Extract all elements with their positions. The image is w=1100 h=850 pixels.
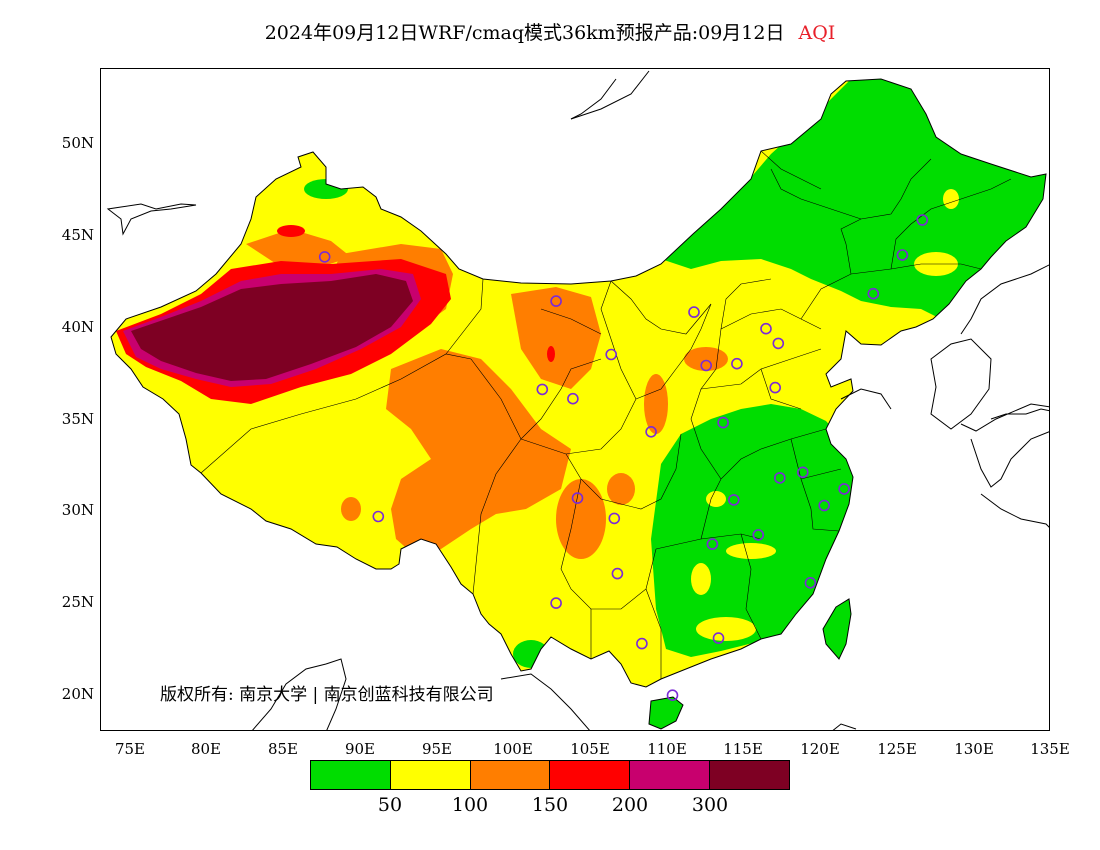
aqi-fill bbox=[111, 79, 1046, 687]
legend-swatch-4 bbox=[550, 761, 631, 789]
lon-label-100e: 100E bbox=[493, 740, 533, 758]
station-marker bbox=[838, 483, 850, 495]
lon-label-130e: 130E bbox=[954, 740, 994, 758]
station-marker bbox=[636, 637, 648, 650]
station-marker bbox=[804, 576, 817, 589]
map-title: 2024年09月12日WRF/cmaq模式36km预报产品:09月12日 AQI bbox=[0, 18, 1100, 45]
legend-label-200: 200 bbox=[611, 794, 649, 816]
station-marker bbox=[608, 512, 621, 525]
aqi-map bbox=[106, 70, 1049, 730]
coastlines bbox=[106, 70, 1049, 730]
lon-label-90e: 90E bbox=[344, 740, 376, 758]
station-marker bbox=[916, 214, 929, 226]
station-marker bbox=[688, 306, 700, 318]
lon-label-75e: 75E bbox=[114, 740, 146, 758]
map-frame bbox=[100, 68, 1050, 731]
station-marker bbox=[867, 287, 880, 300]
lon-label-80e: 80E bbox=[190, 740, 222, 758]
station-marker bbox=[666, 689, 679, 702]
station-marker bbox=[773, 472, 786, 484]
station-marker bbox=[550, 597, 562, 609]
station-marker bbox=[818, 499, 831, 512]
station-marker bbox=[727, 494, 740, 506]
title-text: 2024年09月12日WRF/cmaq模式36km预报产品:09月12日 bbox=[264, 22, 785, 44]
legend-swatch-5 bbox=[630, 761, 711, 789]
lat-label-50n: 50N bbox=[61, 134, 94, 152]
lon-label-105e: 105E bbox=[570, 740, 610, 758]
station-marker bbox=[712, 632, 725, 644]
lon-label-125e: 125E bbox=[877, 740, 917, 758]
station-marker bbox=[372, 510, 385, 523]
station-marker bbox=[796, 466, 809, 479]
lat-label-35n: 35N bbox=[61, 410, 94, 428]
station-marker bbox=[611, 567, 624, 580]
station-marker bbox=[700, 359, 713, 372]
lat-label-25n: 25N bbox=[61, 593, 94, 611]
copyright-notice: 版权所有: 南京大学 | 南京创蓝科技有限公司 bbox=[160, 685, 494, 705]
station-marker bbox=[769, 381, 782, 394]
legend-label-100: 100 bbox=[451, 794, 489, 816]
legend-label-150: 150 bbox=[531, 794, 569, 816]
station-marker bbox=[760, 322, 772, 335]
legend-swatch-1 bbox=[311, 761, 391, 789]
lon-label-85e: 85E bbox=[267, 740, 299, 758]
lat-label-20n: 20N bbox=[61, 685, 94, 703]
station-marker bbox=[550, 295, 562, 307]
legend-label-50: 50 bbox=[377, 794, 403, 816]
title-variable: AQI bbox=[798, 22, 836, 44]
station-marker bbox=[731, 357, 743, 370]
lon-label-120e: 120E bbox=[800, 740, 840, 758]
lon-label-110e: 110E bbox=[647, 740, 687, 758]
station-marker bbox=[567, 392, 579, 405]
lon-label-95e: 95E bbox=[421, 740, 453, 758]
province-boundaries bbox=[200, 150, 1012, 679]
station-marker bbox=[717, 416, 729, 429]
lat-label-30n: 30N bbox=[61, 501, 94, 519]
monitoring-stations bbox=[318, 214, 929, 702]
legend-label-300: 300 bbox=[691, 794, 729, 816]
station-marker bbox=[571, 492, 584, 504]
lat-label-45n: 45N bbox=[61, 226, 94, 244]
aqi-legend-bar bbox=[310, 760, 790, 790]
station-marker bbox=[536, 383, 549, 396]
station-marker bbox=[605, 348, 618, 361]
station-marker bbox=[706, 538, 719, 550]
lon-label-115e: 115E bbox=[723, 740, 763, 758]
lon-label-135e: 135E bbox=[1030, 740, 1070, 758]
legend-swatch-2 bbox=[390, 761, 471, 789]
legend-swatch-6 bbox=[710, 761, 789, 789]
legend-swatch-3 bbox=[470, 761, 551, 789]
station-marker bbox=[318, 251, 331, 263]
station-marker bbox=[752, 529, 765, 541]
lat-label-40n: 40N bbox=[61, 318, 94, 336]
station-marker bbox=[645, 425, 657, 438]
station-marker bbox=[772, 337, 785, 350]
station-marker bbox=[896, 249, 909, 261]
